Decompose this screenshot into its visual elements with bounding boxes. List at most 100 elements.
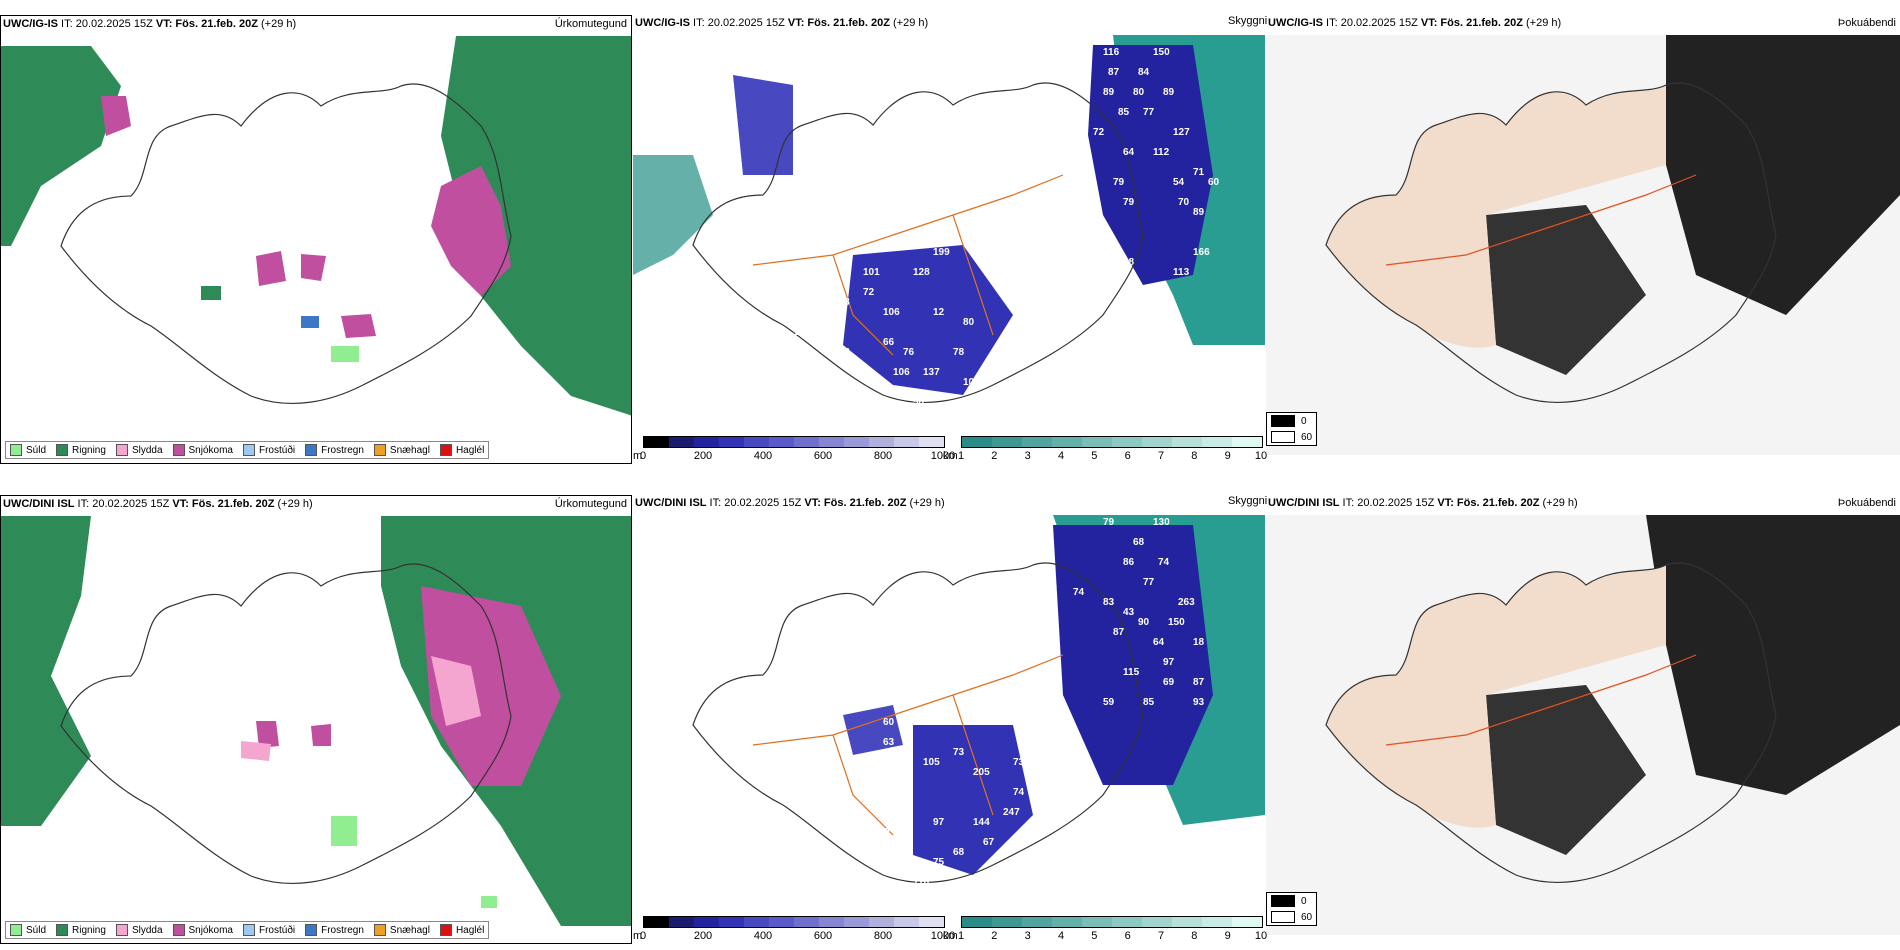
colorbar-tick-label: 4: [1057, 930, 1065, 942]
visibility-value-label: 74: [1043, 777, 1055, 788]
visibility-value-label: 73: [1013, 757, 1025, 768]
colorbar-swatch: [1232, 437, 1262, 447]
colorbar-strip: [643, 916, 945, 928]
visibility-value-label: 71: [833, 807, 845, 818]
colorbar-tick-label: 5: [1091, 450, 1098, 462]
colorbar-swatch: [1082, 917, 1112, 927]
visibility-value-label: 248: [833, 297, 850, 308]
colorbar-ticks: 1 2 3 4 5 6 7 8 9 10: [958, 450, 1267, 464]
visibility-value-label: 87: [1108, 67, 1120, 78]
colorbar-swatch: [794, 917, 819, 927]
colorbar-swatch: [1202, 437, 1232, 447]
legend-item: Súld: [10, 444, 46, 456]
colorbar-tick-label: 2: [991, 450, 998, 462]
colorbar-swatch: [1112, 917, 1142, 927]
colorbar-tick-label: 200: [693, 930, 713, 942]
fog-area-west: [733, 75, 793, 175]
legend-swatch-freezing-rain: [305, 444, 318, 456]
visibility-value-label: 99: [803, 347, 815, 358]
colorbar-ticks: 1 2 3 4 5 6 7 8 9 10: [957, 930, 1267, 944]
visibility-value-label: 105: [923, 757, 940, 768]
colorbar-tick-label: 5: [1091, 930, 1098, 942]
colorbar-strip: [961, 916, 1263, 928]
colorbar-height-m: m 0 200 400 600 800 1000: [633, 436, 955, 466]
colorbar-distance-km: km 1 2 3 4 5 6 7 8 9 10: [943, 916, 1267, 946]
precip-map: [1, 516, 631, 926]
visibility-value-label: 70: [1178, 197, 1190, 208]
colorbar-swatch: [1052, 437, 1082, 447]
visibility-value-label: 90: [1138, 617, 1150, 628]
sea-visibility-west: [633, 155, 713, 275]
visibility-value-label: 137: [923, 367, 940, 378]
visibility-value-label: 85: [1143, 697, 1155, 708]
panel-header: UWC/IG-IS IT: 20.02.2025 15Z VT: Fös. 21…: [1268, 17, 1562, 29]
colorbar-swatch: [719, 437, 744, 447]
visibility-value-label: 75: [933, 857, 945, 868]
visibility-value-label: 49: [943, 407, 955, 418]
legend-swatch-snow: [172, 924, 185, 936]
visibility-value-label: 43: [813, 787, 825, 798]
visibility-value-label: 74: [1073, 587, 1085, 598]
visibility-value-label: 80: [963, 317, 975, 328]
colorbar-unit: km: [943, 450, 958, 462]
panel-header: UWC/IG-IS IT: 20.02.2025 15Z VT: Fös. 21…: [3, 18, 297, 30]
legend-item: Snjókoma: [172, 924, 233, 936]
cloud-title: Skyggni: [1228, 15, 1268, 27]
legend-item: Frostúði: [242, 924, 295, 936]
legend-swatch-freezing-drizzle: [242, 924, 255, 936]
legend-swatch-black: [1271, 895, 1295, 907]
colorbar-swatch: [1172, 917, 1202, 927]
legend-swatch-drizzle: [10, 444, 22, 456]
colorbar-swatch: [844, 437, 869, 447]
precip-map: [1, 36, 631, 416]
visibility-value-label: 101: [863, 267, 880, 278]
colorbar-swatch: [769, 917, 794, 927]
legend-swatch-hail: [439, 444, 452, 456]
colorbar-tick-label: 200: [693, 450, 713, 462]
cloud-title: Skyggni: [1228, 495, 1268, 507]
visibility-value-label: 77: [1143, 107, 1155, 118]
fog-area-west: [843, 705, 903, 755]
colorbar-tick-label: 400: [753, 450, 773, 462]
snow-area-center2: [311, 724, 331, 746]
colorbar-unit: m: [633, 930, 643, 942]
visibility-value-label: 72: [863, 287, 875, 298]
colorbar-tick-label: 1000: [930, 930, 956, 942]
fog-index-panel-row2: UWC/DINI ISL IT: 20.02.2025 15Z VT: Fös.…: [1266, 495, 1900, 944]
colorbar-tick-label: 6: [1124, 930, 1131, 942]
fog-area-south: [913, 725, 1033, 875]
visibility-value-label: 247: [1003, 807, 1020, 818]
colorbar-tick-label: 600: [813, 930, 833, 942]
visibility-value-label: 68: [953, 847, 965, 858]
visibility-value-label: 66: [883, 337, 895, 348]
precip-type-panel-row1: UWC/IG-IS IT: 20.02.2025 15Z VT: Fös. 21…: [0, 15, 632, 464]
fog-area-east: [1053, 525, 1213, 785]
visibility-value-label: 81: [1013, 377, 1025, 388]
iceland-outline: [1325, 562, 1777, 884]
visibility-value-label: 97: [1163, 657, 1175, 668]
legend-swatch-sleet: [115, 444, 128, 456]
precip-type-panel-row2: UWC/DINI ISL IT: 20.02.2025 15Z VT: Fös.…: [0, 495, 632, 944]
visibility-value-label: 55: [983, 397, 995, 408]
snow-area-center: [256, 721, 279, 748]
legend-item: Snæhagl: [373, 444, 430, 456]
colorbar-tick-label: 800: [873, 450, 893, 462]
colorbar-tick-label: 1: [957, 930, 965, 942]
snow-area-west: [101, 96, 131, 136]
visibility-value-label: 68: [1133, 537, 1145, 548]
fog-index-panel-row1: UWC/IG-IS IT: 20.02.2025 15Z VT: Fös. 21…: [1266, 15, 1900, 464]
visibility-value-label: 97: [933, 817, 945, 828]
visibility-value-label: 115: [1123, 667, 1140, 678]
visibility-value-label: 85: [1118, 107, 1130, 118]
legend-item: Frostregn: [305, 444, 364, 456]
iceland-outline: [692, 82, 1144, 404]
visibility-value-label: 248: [1063, 757, 1080, 768]
legend-item: Frostúði: [242, 444, 295, 456]
colorbar-tick-label: 600: [813, 450, 833, 462]
visibility-value-label: 130: [1153, 517, 1170, 528]
visibility-value-label: 80: [893, 237, 905, 248]
colorbar-swatch: [869, 437, 894, 447]
